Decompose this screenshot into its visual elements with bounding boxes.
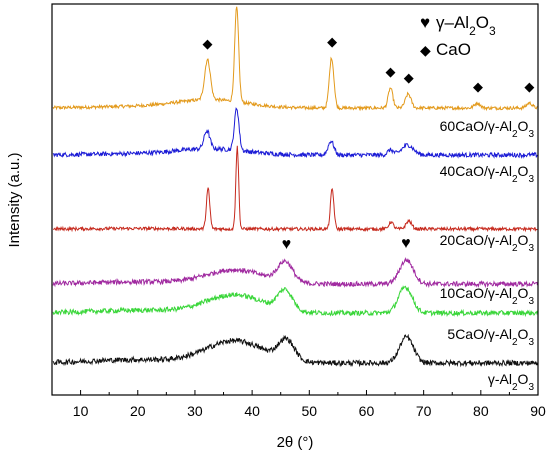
- series-traces: [52, 6, 538, 368]
- y-axis-label: Intensity (a.u.): [6, 152, 23, 247]
- plot-frame: [51, 3, 539, 396]
- series-label: γ-Al2O3: [488, 371, 535, 393]
- x-tick-label: 70: [416, 403, 432, 419]
- heart-marker: ♥: [401, 235, 411, 252]
- x-tick-label: 90: [530, 403, 546, 419]
- x-axis-ticks: 10 20 30 40 50 60 70 80 90: [73, 390, 546, 419]
- series-label: 40CaO/γ-Al2O3: [440, 163, 535, 185]
- series-label: 10CaO/γ-Al2O3: [440, 285, 535, 307]
- legend: ♥ γ–Al2O3 ◆ CaO: [420, 13, 496, 59]
- series-line: [52, 6, 538, 112]
- series-line: [52, 257, 538, 289]
- x-tick-label: 20: [130, 403, 146, 419]
- legend-label: γ–Al2O3: [436, 13, 496, 38]
- legend-label: CaO: [436, 40, 471, 59]
- diamond-marker: ◆: [327, 34, 337, 49]
- diamond-marker: ◆: [524, 79, 534, 94]
- diamond-marker: ◆: [473, 79, 483, 94]
- x-tick-label: 10: [73, 403, 89, 419]
- series-line: [52, 285, 538, 318]
- diamond-marker: ◆: [203, 36, 213, 51]
- x-tick-label: 30: [187, 403, 203, 419]
- heart-legend-icon: ♥: [420, 13, 430, 32]
- diamond-marker: ◆: [404, 70, 414, 85]
- x-tick-label: 40: [244, 403, 260, 419]
- series-label: 60CaO/γ-Al2O3: [440, 118, 535, 140]
- diamond-legend-icon: ◆: [420, 42, 431, 58]
- series-labels: 60CaO/γ-Al2O3 40CaO/γ-Al2O3 20CaO/γ-Al2O3 1…: [440, 118, 535, 393]
- x-axis-label: 2θ (°): [277, 434, 314, 451]
- series-label: 20CaO/γ-Al2O3: [440, 232, 535, 254]
- x-tick-label: 50: [302, 403, 318, 419]
- series-line: [52, 107, 538, 160]
- diamond-marker: ◆: [385, 64, 395, 79]
- series-line: [53, 145, 538, 233]
- peak-markers: ◆ ◆ ◆ ◆ ◆ ◆ ◆ ♥ ♥: [203, 34, 535, 253]
- series-line: [52, 333, 538, 368]
- heart-marker: ♥: [282, 236, 292, 253]
- x-tick-label: 60: [359, 403, 375, 419]
- series-label: 5CaO/γ-Al2O3: [447, 326, 534, 348]
- x-tick-label: 80: [473, 403, 489, 419]
